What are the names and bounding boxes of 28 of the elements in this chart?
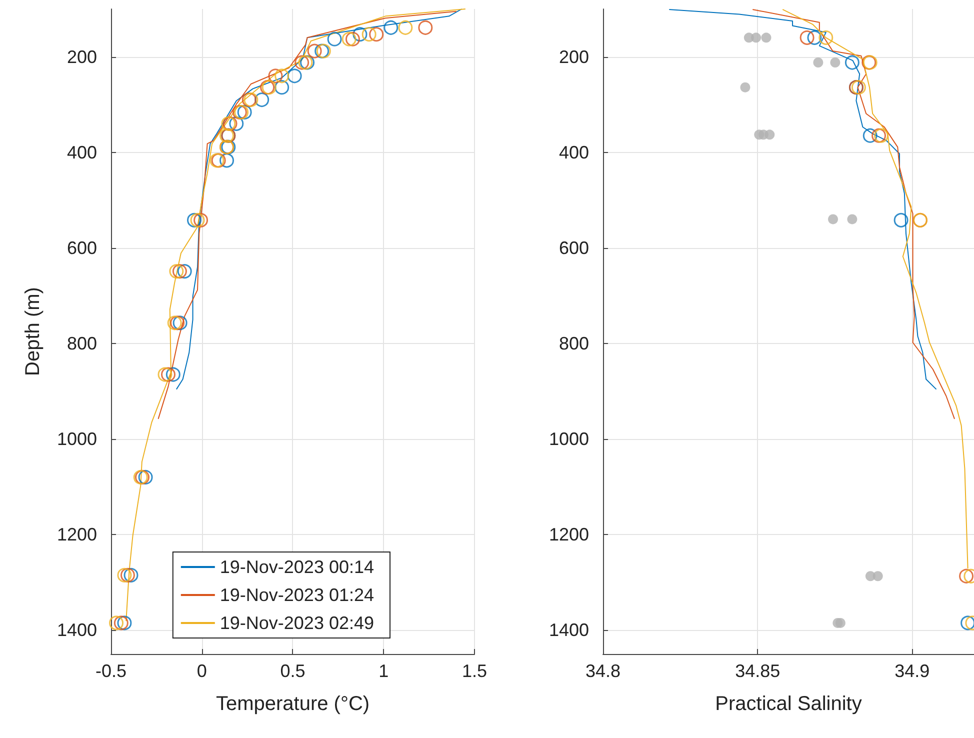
y-tick-label: 800 xyxy=(558,333,589,354)
legend-label: 19-Nov-2023 00:14 xyxy=(220,557,374,577)
y-tick-label: 1200 xyxy=(56,524,97,545)
y-tick-label: 600 xyxy=(66,238,97,258)
x-tick-label: 34.8 xyxy=(585,661,621,681)
y-tick-label: 1400 xyxy=(548,620,589,640)
y-tick-label: 600 xyxy=(558,238,589,258)
x-tick-label: 0 xyxy=(196,661,207,681)
x-tick-label: 34.85 xyxy=(735,661,780,681)
legend-label: 19-Nov-2023 01:24 xyxy=(220,585,374,605)
x-tick-label: 0.5 xyxy=(280,661,306,681)
y-tick-label: 1000 xyxy=(56,429,97,449)
y-tick-label: 800 xyxy=(66,333,97,354)
x-tick-label: 34.9 xyxy=(894,661,930,681)
y-tick-label: 200 xyxy=(558,46,589,67)
y-tick-label: 200 xyxy=(66,46,97,67)
x-tick-label: 1 xyxy=(378,661,389,681)
y-tick-label: 1000 xyxy=(548,429,589,449)
x-tick-label: -0.5 xyxy=(95,661,127,681)
x-tick-label: 1.5 xyxy=(462,661,488,681)
x-axis-title: Temperature (°C) xyxy=(216,693,370,715)
x-axis-title: Practical Salinity xyxy=(715,693,862,715)
y-tick-label: 400 xyxy=(66,142,97,162)
y-tick-label: 1400 xyxy=(56,620,97,640)
legend-label: 19-Nov-2023 02:49 xyxy=(220,613,374,633)
y-tick-label: 1200 xyxy=(548,524,589,545)
y-tick-label: 400 xyxy=(558,142,589,162)
y-axis-title: Depth (m) xyxy=(22,287,44,376)
